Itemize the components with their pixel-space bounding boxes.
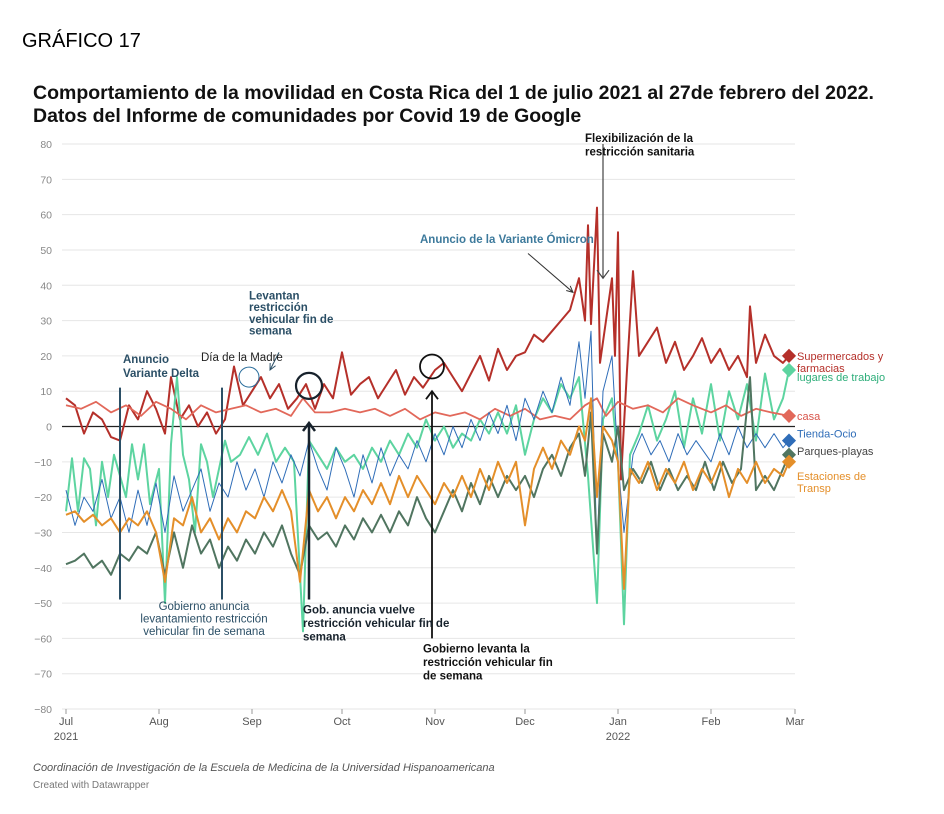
chart-title-line-2: Datos del Informe de comunidades por Cov… — [33, 105, 582, 127]
x-tick-year-label: 2022 — [606, 731, 630, 743]
y-tick-label: 20 — [40, 351, 52, 363]
y-tick-label: −70 — [34, 669, 52, 681]
series-end-label: casa — [797, 411, 821, 423]
x-tick-label: Sep — [242, 716, 262, 728]
end-marker — [781, 408, 797, 423]
x-tick-year-label: 2021 — [54, 731, 78, 743]
end-marker — [781, 348, 797, 363]
end-marker — [781, 362, 797, 378]
y-tick-label: −80 — [34, 704, 52, 716]
series-end-label: Tienda-Ocio — [797, 429, 857, 441]
source-note: Coordinación de Investigación de la Escu… — [33, 762, 495, 774]
x-tick-label: Jul — [59, 716, 73, 728]
credit-note: Created with Datawrapper — [33, 780, 150, 791]
annotation-gobierno-anuncia: vehicular fin de semana — [143, 626, 265, 638]
end-marker — [781, 454, 797, 469]
series-line-lugares-de-trabajo — [65, 369, 790, 633]
annotation-omicron: Anuncio de la Variante Ómicron — [420, 233, 594, 246]
y-tick-label: 10 — [40, 386, 52, 398]
annotation-gob-vuelve: Gob. anuncia vuelve — [303, 605, 415, 617]
x-tick-label: Nov — [425, 716, 445, 728]
event-arrowhead — [302, 420, 316, 432]
mobility-line-chart: 80 70 60 50 40 30 20 10 0 −10 −20 −30 −40 −50 −60 −70 −8… — [34, 133, 885, 743]
chart-title: Comportamiento de la movilidad en Costa … — [33, 82, 913, 128]
x-tick-label: Aug — [149, 716, 169, 728]
annotation-levantan: vehicular fin de — [249, 314, 333, 326]
series-line-tienda-ocio — [65, 330, 790, 555]
annotation-flexibilizacion: Flexibilización de la — [585, 133, 694, 145]
series-line-casa — [65, 397, 790, 421]
series-line-estaciones-de-transp — [65, 397, 790, 590]
annotation-gobierno-anuncia: levantamiento restricción — [140, 613, 267, 625]
chart-title-line-1: Comportamiento de la movilidad en Costa … — [33, 82, 874, 104]
annotation-levantan: Levantan — [249, 290, 300, 302]
series-end-label: Estaciones de — [797, 471, 866, 483]
x-tick-label: Oct — [333, 716, 350, 728]
y-tick-label: −40 — [34, 563, 52, 575]
y-tick-label: 80 — [40, 139, 52, 151]
annotation-pointer-head — [566, 285, 574, 294]
series-line-parques-playas — [65, 376, 790, 576]
y-tick-label: 50 — [40, 245, 52, 257]
annotation-gob-levanta: de semana — [423, 670, 483, 682]
series-end-label: farmacias — [797, 363, 845, 375]
y-tick-label: 0 — [46, 422, 52, 434]
annotation-pointer — [269, 352, 280, 371]
annotation-flexibilizacion: restricción sanitaria — [585, 147, 695, 159]
annotation-gob-levanta: restricción vehicular fin — [423, 657, 553, 669]
figure-label: GRÁFICO 17 — [22, 30, 141, 52]
annotation-gob-levanta: Gobierno levanta la — [423, 644, 530, 656]
annotation-dia-madre: Día de la Madre — [201, 352, 283, 364]
annotation-circle — [419, 353, 445, 380]
x-tick-label: Dec — [515, 716, 535, 728]
y-tick-label: 40 — [40, 280, 52, 292]
series-line-supermercados-y-farmacias — [65, 206, 790, 481]
annotation-pointer — [527, 253, 574, 293]
series-end-label: Parques-playas — [797, 446, 874, 458]
series-end-label: Supermercados y — [797, 351, 884, 363]
y-tick-label: −50 — [34, 598, 52, 610]
x-tick-label: Mar — [786, 716, 805, 728]
y-tick-label: −30 — [34, 527, 52, 539]
annotation-circle — [294, 371, 324, 400]
annotation-pointer-head — [269, 362, 276, 372]
annotation-circle — [238, 366, 260, 388]
y-tick-label: −20 — [34, 492, 52, 504]
annotation-delta-announce: Variante Delta — [123, 368, 200, 380]
y-tick-label: 30 — [40, 316, 52, 328]
annotation-levantan: semana — [249, 326, 292, 338]
y-tick-label: −10 — [34, 457, 52, 469]
y-tick-label: 60 — [40, 210, 52, 222]
x-tick-label: Feb — [702, 716, 721, 728]
annotation-gobierno-anuncia: Gobierno anuncia — [159, 601, 250, 613]
annotation-delta-announce: Anuncio — [123, 354, 169, 366]
y-tick-label: −60 — [34, 633, 52, 645]
event-arrowhead — [596, 269, 610, 280]
end-marker — [781, 433, 797, 448]
event-arrowhead — [425, 389, 439, 400]
annotation-gob-vuelve: semana — [303, 632, 346, 644]
series-end-label: Transp — [797, 483, 831, 495]
annotation-gob-vuelve: restricción vehicular fin de — [303, 618, 449, 630]
x-tick-label: Jan — [609, 716, 627, 728]
y-tick-label: 70 — [40, 174, 52, 186]
annotation-levantan: restricción — [249, 302, 308, 314]
series-end-label: lugares de trabajo — [797, 372, 885, 384]
